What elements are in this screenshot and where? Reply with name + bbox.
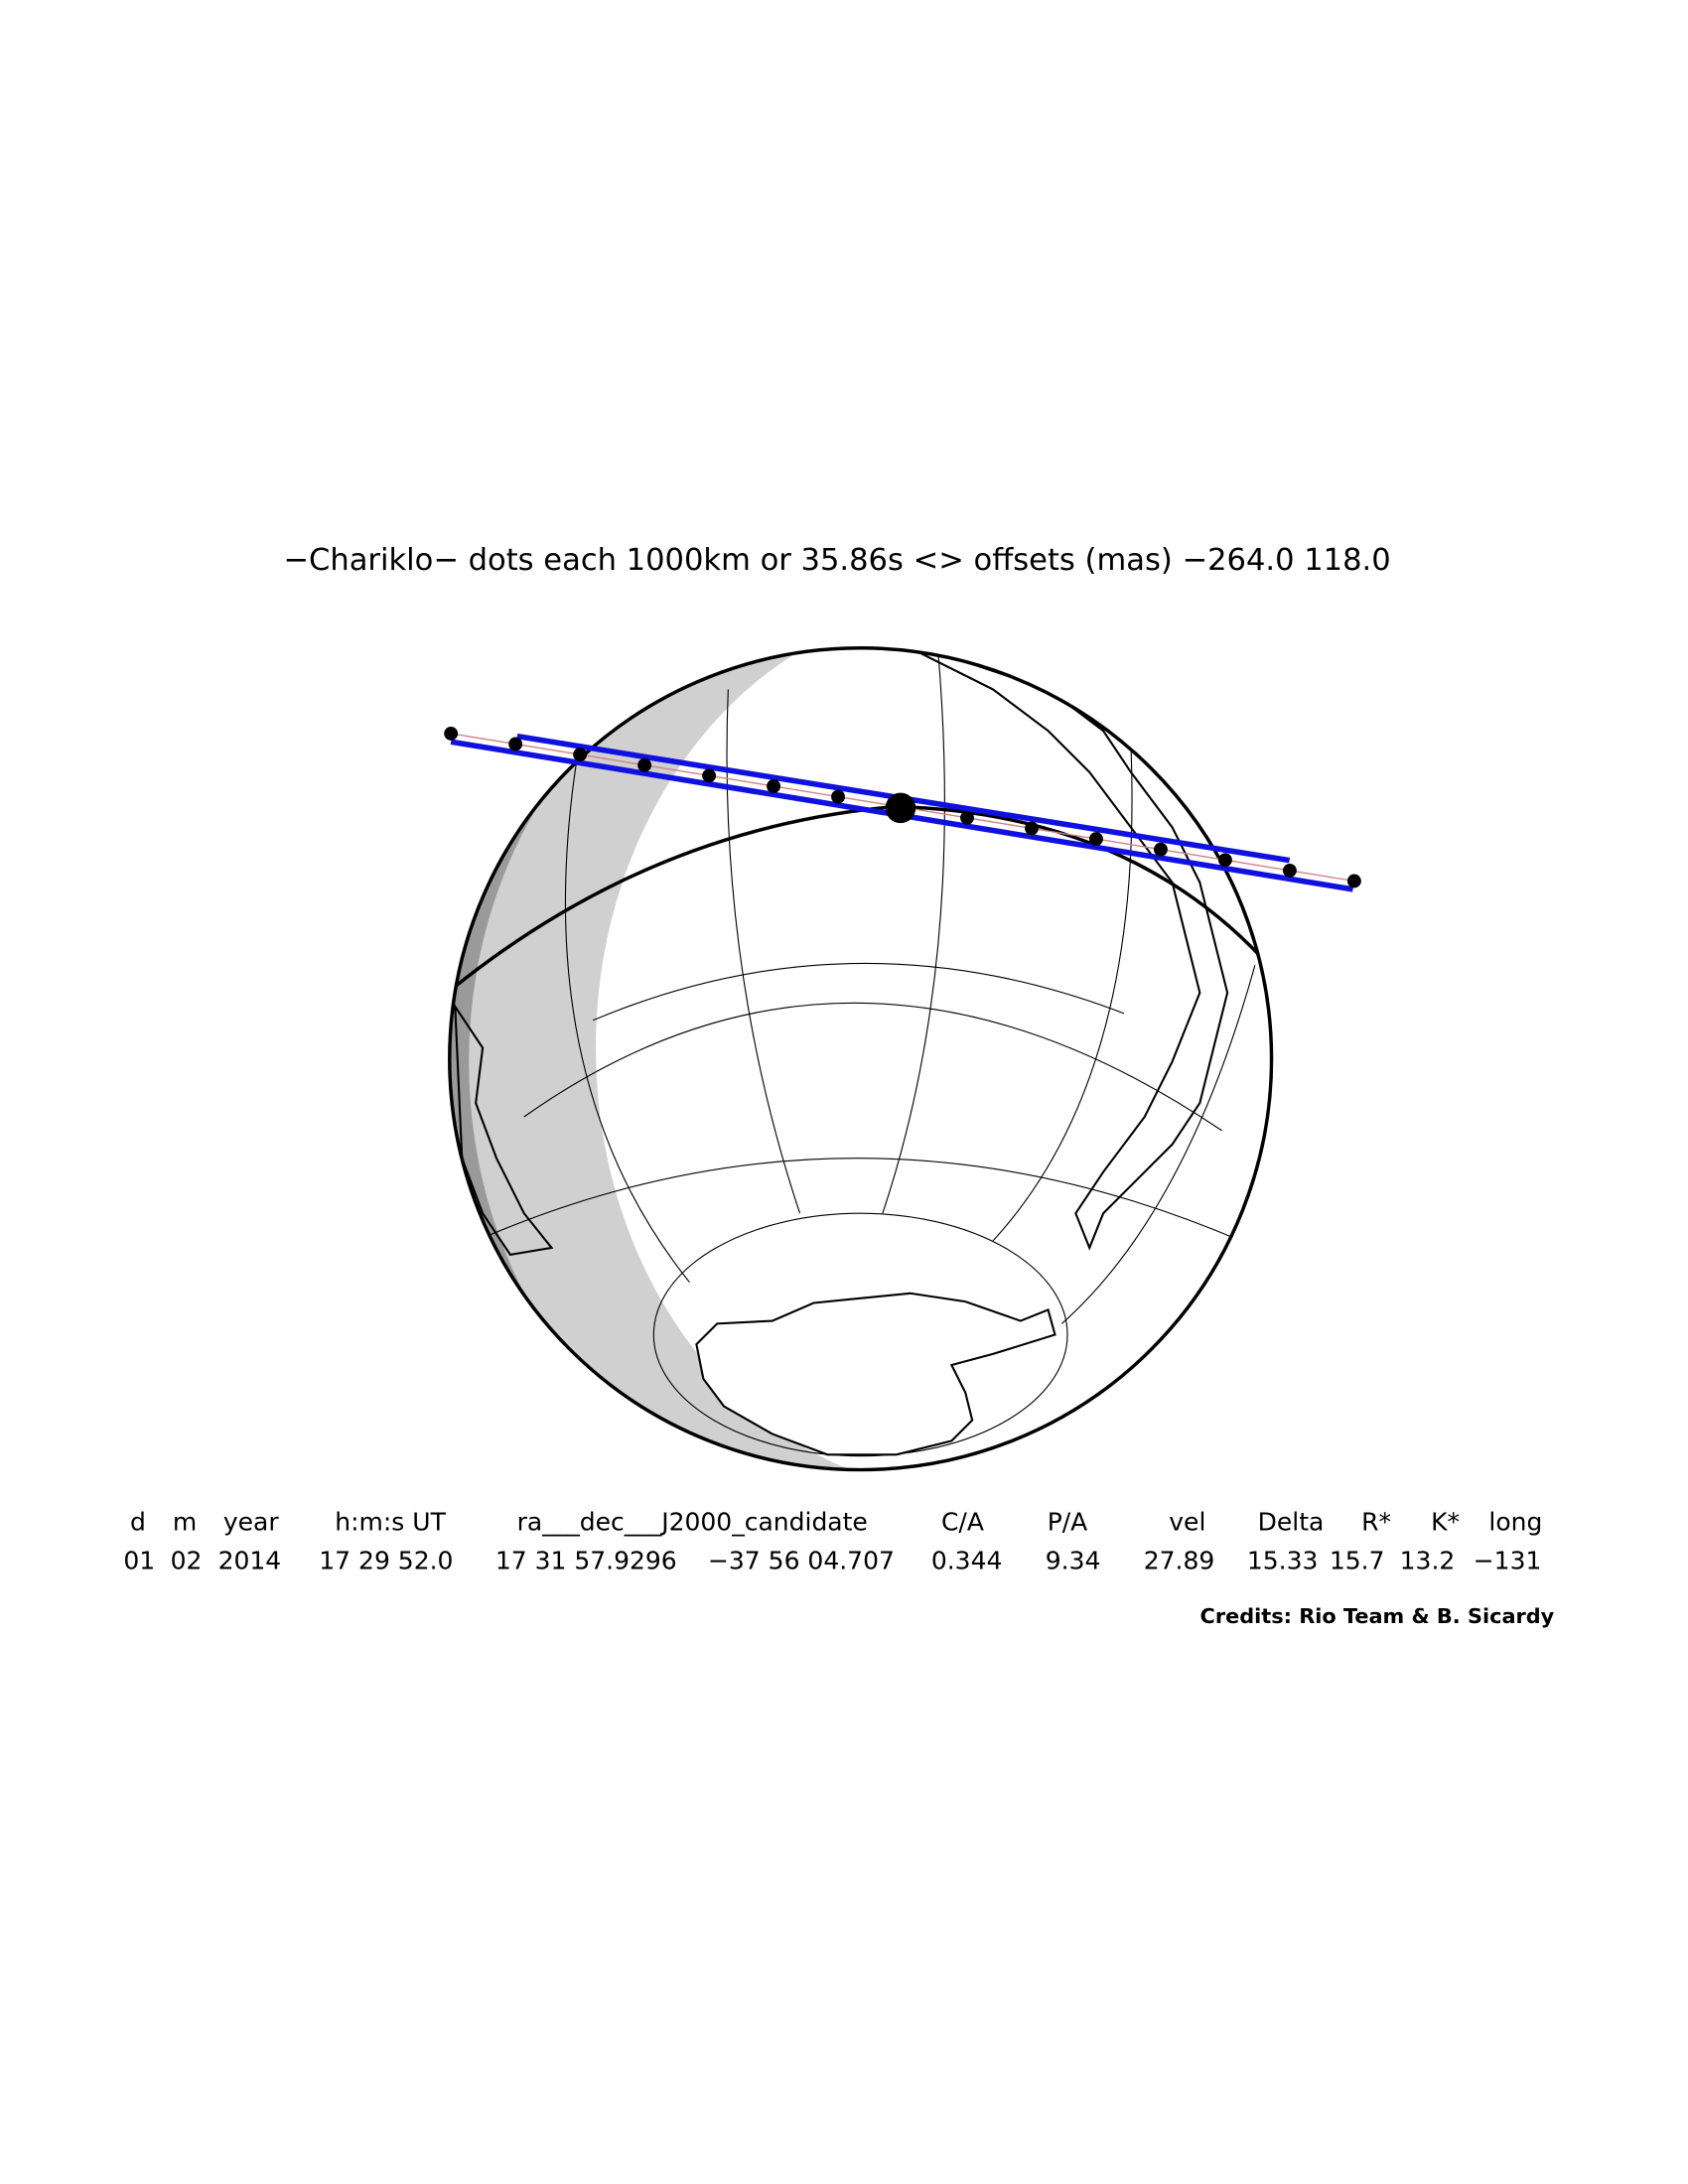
table-cell: 2014 [218, 1547, 282, 1575]
closest-approach-dot [885, 792, 916, 824]
title: −Chariklo− dots each 1000km or 35.86s <>… [283, 543, 1390, 578]
table-cell: 0.344 [931, 1547, 1003, 1575]
path-dot [767, 779, 781, 793]
table-cell: 17 31 57.9296 [495, 1547, 677, 1575]
column-header: R* [1361, 1508, 1391, 1537]
path-dot [1217, 853, 1232, 868]
path-dot [573, 748, 588, 762]
column-header: C/A [941, 1508, 984, 1537]
credits: Credits: Rio Team & B. Sicardy [1200, 1604, 1555, 1628]
globe [448, 646, 1274, 1472]
table-cell: 9.34 [1046, 1547, 1101, 1575]
coastline [454, 1003, 554, 1257]
table-cell: −37 56 04.707 [708, 1547, 895, 1575]
column-header: ra___dec___J2000_candidate [517, 1508, 868, 1537]
path-dot [1025, 821, 1039, 836]
path-dot [637, 757, 652, 772]
column-header: m [173, 1508, 197, 1537]
column-header: h:m:s UT [335, 1508, 446, 1537]
coastline [896, 647, 1229, 1251]
column-header: year [223, 1508, 279, 1537]
antarctica [695, 1292, 1056, 1456]
column-header: K* [1431, 1508, 1460, 1537]
path-dot [1282, 863, 1297, 878]
path-dot [508, 737, 523, 751]
path-dot [1346, 874, 1361, 888]
column-header: Delta [1258, 1508, 1325, 1537]
table-cell: 27.89 [1144, 1547, 1215, 1575]
shadow-path [444, 726, 1361, 892]
path-dot [702, 768, 717, 783]
path-dot [831, 789, 845, 804]
path-dot [444, 726, 459, 741]
column-header: d [130, 1508, 146, 1537]
path-dot [960, 810, 974, 825]
table-cell: −131 [1474, 1547, 1542, 1575]
table-cell: 15.7 [1330, 1547, 1385, 1575]
table-cell: 15.33 [1247, 1547, 1319, 1575]
table-cell: 17 29 52.0 [319, 1547, 453, 1575]
table-cell: 02 [171, 1547, 203, 1575]
data-table: d m year h:m:s UT ra___dec___J2000_candidate… [123, 1508, 1542, 1575]
path-dot [1089, 832, 1103, 846]
column-header: P/A [1048, 1508, 1088, 1537]
path-dot [1154, 842, 1168, 857]
table-cell: 13.2 [1400, 1547, 1456, 1575]
column-header: long [1488, 1508, 1542, 1537]
table-cell: 01 [123, 1547, 155, 1575]
column-header: vel [1169, 1508, 1205, 1537]
